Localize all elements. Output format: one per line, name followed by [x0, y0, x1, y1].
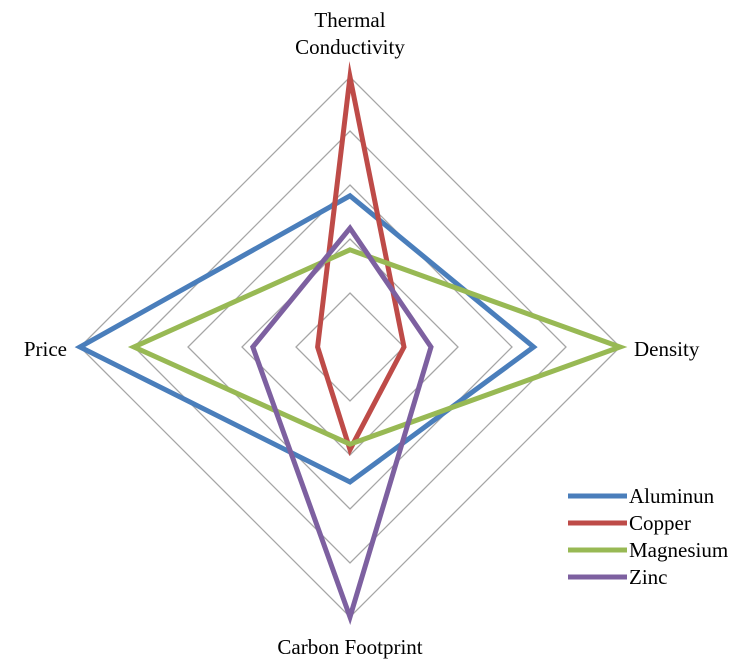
axis-label-line: Conductivity	[295, 35, 405, 59]
series-magnesium-line	[127, 247, 628, 447]
series-zinc-line	[249, 224, 434, 625]
axis-label-2: Carbon Footprint	[277, 635, 422, 659]
axis-label-line: Carbon Footprint	[277, 635, 422, 659]
radar-grid	[79, 76, 621, 618]
axis-label-1: Density	[634, 337, 700, 361]
axis-labels: Thermal Conductivity Density Carbon Footpri…	[24, 8, 700, 659]
grid-ring-5	[79, 76, 621, 618]
axis-label-0: Thermal Conductivity	[295, 8, 405, 59]
axis-label-line: Price	[24, 337, 67, 361]
legend-label-magnesium: Magnesium	[629, 538, 728, 562]
grid-ring-3	[187, 184, 513, 510]
legend-label-copper: Copper	[629, 511, 691, 535]
radar-series	[74, 61, 628, 625]
axis-label-3: Price	[24, 337, 67, 361]
axis-label-line: Thermal	[314, 8, 385, 32]
grid-ring-2	[241, 238, 459, 456]
legend: Aluminun Copper Magnesium Zinc	[568, 484, 728, 589]
legend-label-aluminun: Aluminun	[629, 484, 715, 508]
series-aluminun-line	[74, 192, 538, 485]
grid-ring-1	[295, 292, 405, 402]
legend-label-zinc: Zinc	[629, 565, 667, 589]
axis-label-line: Density	[634, 337, 700, 361]
